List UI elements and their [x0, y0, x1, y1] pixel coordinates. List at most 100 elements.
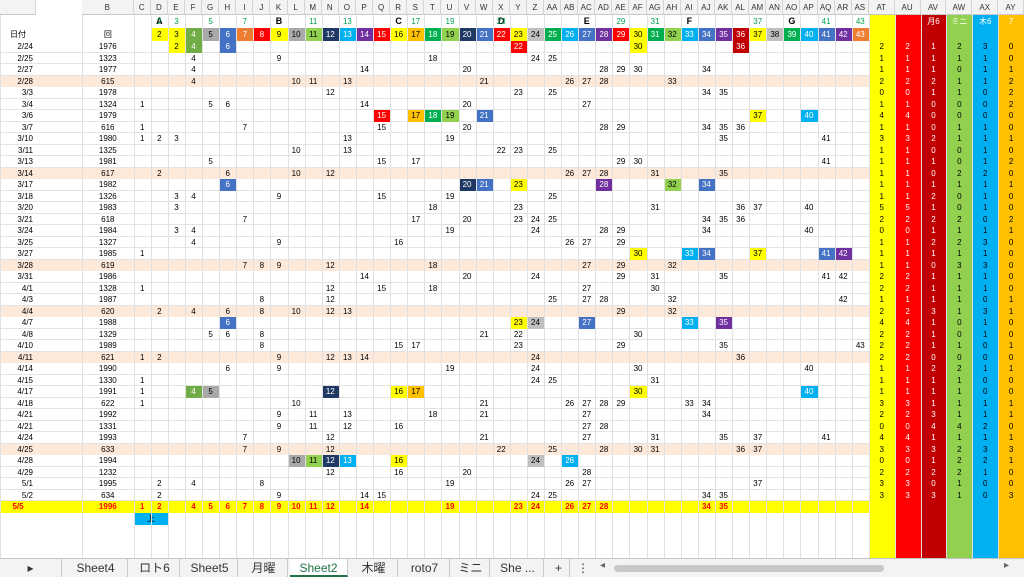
date-cell[interactable]: 4/3	[21, 295, 33, 304]
number-cell[interactable]: 34	[701, 226, 711, 235]
column-header[interactable]: AF	[629, 0, 647, 15]
number-cell[interactable]: 4	[191, 53, 196, 63]
stat-cell[interactable]: 1	[946, 432, 973, 444]
stat-cell[interactable]: 1	[894, 248, 921, 260]
number-cell[interactable]: 19	[445, 191, 455, 201]
stat-cell[interactable]: 1	[920, 294, 947, 306]
stat-cell[interactable]: 1	[998, 179, 1024, 191]
number-cell[interactable]: 14	[360, 65, 369, 74]
number-cell[interactable]: 9	[276, 191, 282, 201]
plus-icon[interactable]: +	[554, 561, 562, 575]
stat-cell[interactable]: 3	[998, 443, 1024, 455]
number-cell[interactable]: 16	[394, 237, 404, 247]
stat-cell[interactable]: 0	[972, 87, 999, 99]
stat-cell[interactable]: 1	[972, 225, 999, 237]
stat-cell[interactable]: 1	[972, 156, 999, 168]
number-cell[interactable]: 29	[616, 341, 626, 350]
date-cell[interactable]: 3/10	[17, 134, 33, 143]
number-cell[interactable]: 27	[578, 317, 596, 329]
stat-cell[interactable]: 1	[920, 202, 947, 214]
stat-cell[interactable]: 0	[998, 202, 1024, 214]
stat-cell[interactable]: 0	[920, 167, 947, 179]
number-cell[interactable]: 4	[191, 191, 196, 201]
round-cell[interactable]: 1325	[98, 145, 117, 155]
round-cell[interactable]: 1984	[98, 226, 117, 235]
total-number[interactable]: 9	[276, 502, 282, 511]
round-cell[interactable]: 621	[101, 352, 115, 362]
number-cell[interactable]: 27	[582, 421, 592, 431]
number-cell[interactable]: 29	[616, 65, 626, 74]
stat-cell[interactable]: 0	[920, 98, 947, 110]
stat-cell[interactable]: 2	[920, 213, 947, 225]
number-cell[interactable]: 9	[276, 410, 282, 419]
stat-cell[interactable]: 1	[972, 409, 999, 421]
column-header[interactable]: AJ	[697, 0, 715, 15]
number-cell[interactable]: 1	[140, 398, 145, 408]
stat-cell[interactable]: 1	[946, 409, 973, 421]
number-cell[interactable]: 34	[697, 179, 715, 191]
number-cell[interactable]: 13	[342, 134, 352, 143]
total-number[interactable]: 23	[513, 502, 523, 511]
stat-cell[interactable]: 3	[946, 259, 973, 271]
number-cell[interactable]: 9	[276, 53, 282, 63]
column-header[interactable]: Z	[526, 0, 544, 15]
number-cell[interactable]: 12	[321, 455, 339, 467]
number-cell[interactable]: 9	[276, 352, 282, 362]
number-cell[interactable]: 20	[462, 272, 472, 281]
number-cell[interactable]: 6	[225, 329, 230, 339]
column-header[interactable]: AN	[766, 0, 784, 15]
stat-cell[interactable]: 1	[972, 282, 999, 294]
number-cell[interactable]: 35	[719, 341, 728, 350]
date-cell[interactable]: 3/31	[17, 272, 33, 281]
stat-cell[interactable]: 1	[894, 121, 921, 133]
number-cell[interactable]: 25	[548, 53, 557, 63]
stat-cell[interactable]: 2	[894, 466, 921, 478]
number-cell[interactable]: 28	[599, 421, 609, 431]
number-cell[interactable]: 20	[462, 214, 472, 224]
stat-cell[interactable]: 1	[894, 167, 921, 179]
stat-cell[interactable]: 2	[946, 213, 973, 225]
stat-cell[interactable]: 1	[920, 340, 947, 352]
stat-cell[interactable]: 3	[894, 443, 921, 455]
round-cell[interactable]: 1330	[98, 375, 117, 385]
column-header[interactable]: AL	[732, 0, 750, 15]
stat-cell[interactable]: 1	[920, 41, 947, 53]
stat-cell[interactable]: 2	[894, 305, 921, 317]
stat-cell[interactable]: 1	[972, 397, 999, 409]
number-cell[interactable]: 6	[225, 168, 230, 178]
number-cell[interactable]: 1	[140, 352, 145, 362]
stat-cell[interactable]: 1	[998, 432, 1024, 444]
number-cell[interactable]: 17	[411, 341, 421, 350]
round-cell[interactable]: 1331	[98, 421, 117, 431]
number-cell[interactable]: 6	[219, 41, 237, 53]
round-cell[interactable]: 617	[101, 168, 115, 178]
number-cell[interactable]: 22	[496, 444, 506, 454]
number-cell[interactable]: 27	[582, 283, 592, 293]
number-cell[interactable]: 2	[157, 306, 162, 316]
sheet-tab[interactable]: roto7	[400, 559, 450, 577]
number-cell[interactable]: 5	[208, 157, 213, 166]
number-cell[interactable]: 21	[479, 433, 489, 442]
number-cell[interactable]: 12	[325, 260, 335, 270]
number-cell[interactable]: 21	[479, 329, 489, 339]
stat-cell[interactable]: 2	[868, 282, 895, 294]
number-cell[interactable]: 12	[321, 386, 339, 398]
number-cell[interactable]: 30	[629, 248, 647, 260]
date-cell[interactable]: 3/7	[21, 122, 33, 132]
number-cell[interactable]: 28	[599, 122, 609, 132]
number-cell[interactable]: 3	[174, 191, 179, 201]
stat-cell[interactable]: 3	[920, 443, 947, 455]
column-header[interactable]: U	[441, 0, 459, 15]
column-header[interactable]: AR	[834, 0, 852, 15]
round-cell[interactable]: 1982	[98, 180, 117, 189]
stat-cell[interactable]: 1	[868, 156, 895, 168]
number-cell[interactable]: 20	[462, 65, 472, 74]
round-cell[interactable]: 1990	[98, 364, 117, 373]
sheet-tab[interactable]: 木曜	[350, 559, 398, 577]
stat-cell[interactable]: 0	[972, 294, 999, 306]
date-cell[interactable]: 2/25	[17, 53, 33, 63]
column-header[interactable]: R	[390, 0, 408, 15]
stat-cell[interactable]: 0	[998, 351, 1024, 363]
number-cell[interactable]: 32	[663, 179, 681, 191]
number-cell[interactable]: 34	[701, 214, 711, 224]
